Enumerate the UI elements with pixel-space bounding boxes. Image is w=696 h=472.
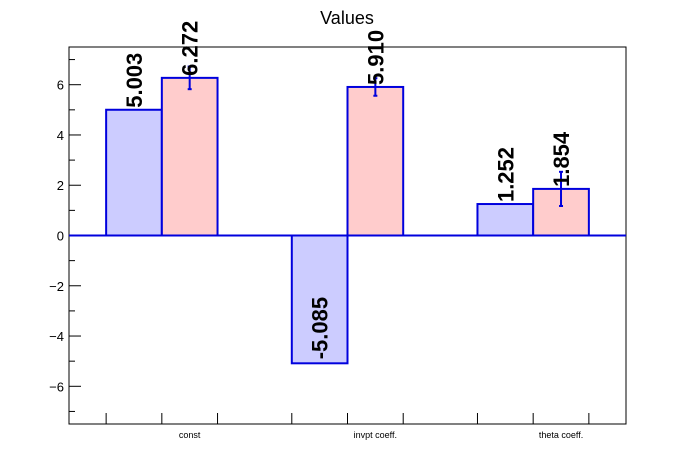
y-tick-label: −4 xyxy=(49,329,64,344)
value-label: -5.085 xyxy=(308,297,333,359)
x-tick-label: theta coeff. xyxy=(539,430,583,440)
error-bars xyxy=(187,65,564,207)
x-tick-label: invpt coeff. xyxy=(354,430,397,440)
y-tick-label: 0 xyxy=(57,229,64,244)
value-labels: 5.003 -5.085 1.252 6.272 5.910 1.854 xyxy=(122,21,574,360)
value-label: 1.854 xyxy=(549,131,574,187)
bar xyxy=(105,108,163,237)
bar xyxy=(290,234,349,365)
value-label: 1.252 xyxy=(493,147,518,202)
value-label: 6.272 xyxy=(178,21,203,76)
x-axis: const invpt coeff. theta coeff. xyxy=(105,413,590,440)
bars xyxy=(105,76,590,365)
value-label: 5.910 xyxy=(363,30,388,85)
bar xyxy=(160,76,219,237)
x-tick-label: const xyxy=(179,430,201,440)
bar xyxy=(346,85,405,237)
y-tick-label: 4 xyxy=(57,128,64,143)
chart-title: Values xyxy=(320,8,374,28)
value-label: 5.003 xyxy=(122,53,147,108)
y-tick-label: 2 xyxy=(57,178,64,193)
y-axis: −6 −4 −2 0 2 4 6 xyxy=(49,59,81,412)
y-tick-label: 6 xyxy=(57,78,64,93)
bar xyxy=(476,203,535,237)
y-tick-label: −6 xyxy=(49,379,64,394)
y-tick-label: −2 xyxy=(49,279,64,294)
